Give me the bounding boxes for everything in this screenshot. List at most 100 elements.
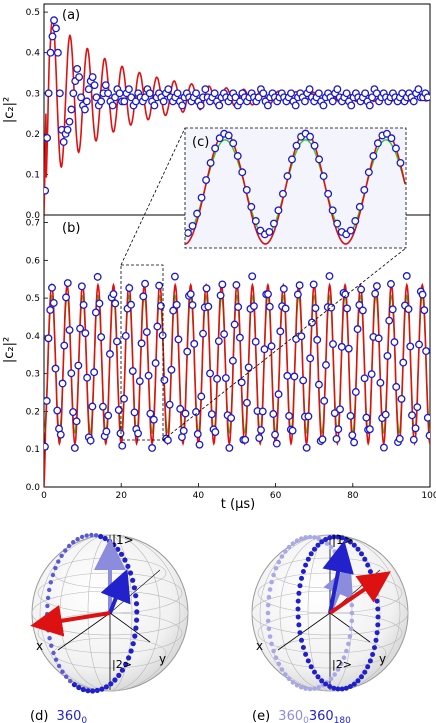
data-point-c <box>224 131 233 140</box>
data-point-a <box>48 32 57 41</box>
data-point-b <box>422 347 430 356</box>
trajectory-dot-light <box>312 686 317 691</box>
trajectory-dot <box>373 637 379 643</box>
data-point-b <box>204 302 213 311</box>
trajectory-dot <box>134 617 140 623</box>
data-point-b <box>178 433 186 442</box>
panel-b-ticks: 0.0 0.1 0.2 0.3 0.4 0.5 0.6 0.7 0 20 40 60 80 100 <box>26 219 436 501</box>
data-point-b <box>207 410 216 419</box>
data-point-b <box>70 444 79 452</box>
data-point-c <box>283 172 292 181</box>
trajectory-dot <box>295 614 301 620</box>
data-point-a <box>50 16 58 25</box>
trajectory-dot <box>46 628 51 633</box>
trajectory-dot <box>365 562 371 568</box>
data-point-b <box>130 408 139 417</box>
data-point-b <box>371 289 380 298</box>
trajectory-dot <box>71 682 77 688</box>
trajectory-dot-light <box>266 626 272 632</box>
data-point-b <box>53 406 62 415</box>
data-point-b <box>388 305 397 314</box>
xtick-label-b: 100 <box>421 491 436 501</box>
data-point-b <box>237 378 246 387</box>
data-point-c <box>188 221 197 230</box>
trajectory-dot-light <box>265 610 271 616</box>
data-point-b <box>172 300 181 309</box>
data-point-a <box>90 81 99 90</box>
trajectory-dot-light <box>341 566 347 571</box>
trajectory-dot <box>80 686 86 693</box>
data-point-b <box>151 359 160 368</box>
trajectory-dot <box>85 688 91 694</box>
caption-d-sub: 0 <box>81 716 87 723</box>
data-point-a <box>101 81 110 90</box>
trajectory-dot <box>123 661 129 668</box>
data-point-b <box>149 415 158 424</box>
zoom-box <box>120 264 164 441</box>
data-point-a <box>77 93 86 102</box>
trajectory-dot <box>98 533 104 540</box>
trajectory-dot <box>47 587 52 593</box>
data-point-c <box>310 141 319 150</box>
axis-line-y <box>109 612 151 643</box>
trajectory-dot <box>295 606 301 612</box>
data-point-b <box>95 299 104 308</box>
data-point-b <box>81 329 90 338</box>
ket-two-label-right: |2> <box>332 658 352 671</box>
trajectory-dot <box>362 669 368 675</box>
data-point-b <box>213 374 222 383</box>
trajectory-dot-light <box>290 680 296 685</box>
data-point-c <box>346 226 355 235</box>
data-point-b <box>111 299 120 308</box>
trajectory-dot-light <box>347 634 353 639</box>
data-point-c <box>355 202 364 211</box>
trajectory-dot <box>116 672 122 679</box>
trajectory-dot <box>112 677 118 683</box>
data-point-b <box>179 426 188 435</box>
caption-d-value: 360 <box>57 709 82 723</box>
trajectory-dot-light <box>328 676 334 682</box>
ytick-label-a: 0.3 <box>26 89 40 99</box>
trajectory-dot <box>59 553 64 558</box>
data-point-b <box>220 330 229 339</box>
data-point-a <box>164 85 173 94</box>
data-point-a <box>287 89 295 98</box>
trajectory-dot <box>60 669 65 674</box>
data-point-a <box>159 97 168 106</box>
xtick-label-b: 20 <box>115 491 127 501</box>
data-point-b <box>144 371 153 380</box>
data-point-c <box>292 141 301 150</box>
data-point-b <box>116 429 125 438</box>
data-point-b <box>79 300 88 309</box>
trajectory-dot-light <box>290 541 296 546</box>
data-point-a <box>210 89 219 98</box>
axis-line-x <box>277 612 331 651</box>
data-point-a <box>347 101 356 110</box>
data-point-b <box>128 367 137 375</box>
data-point-b <box>357 285 366 294</box>
data-point-c <box>197 193 206 202</box>
trajectory-dot <box>130 577 136 583</box>
zoom-line-left <box>120 127 186 266</box>
trajectory-dot-light <box>332 672 338 677</box>
data-point-b <box>376 378 385 387</box>
trajectory-dot <box>126 655 132 661</box>
trajectory-dot <box>303 562 309 568</box>
data-point-b <box>299 376 308 385</box>
data-point-a <box>196 101 205 110</box>
ytick-label-a: 0.0 <box>26 211 41 221</box>
data-point-b <box>418 290 427 299</box>
data-point-c <box>324 189 333 198</box>
data-point-a <box>44 89 53 98</box>
ket-one-label-right: |1> <box>332 533 354 547</box>
data-point-c <box>373 139 382 148</box>
data-point-a <box>69 89 78 98</box>
data-point-c <box>229 139 238 148</box>
trajectory-dot <box>45 603 50 609</box>
data-point-b <box>399 358 408 367</box>
data-point-a <box>178 101 187 110</box>
data-point-b <box>285 411 294 420</box>
trajectory-dot <box>131 585 137 591</box>
trajectory-dot-light <box>294 538 300 543</box>
